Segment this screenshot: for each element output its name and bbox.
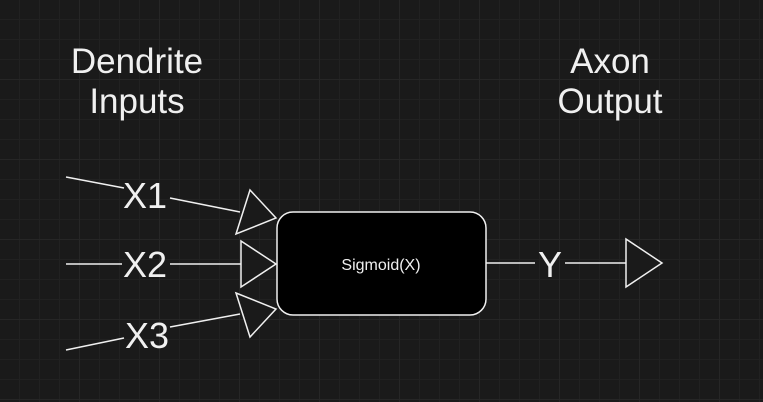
input-x1-wire-right: [169, 197, 241, 213]
output-heading-line1: Axon: [570, 42, 650, 81]
input-x3-wire-left: [65, 337, 125, 351]
input-x3-arrowhead: [234, 291, 278, 339]
input-x3-label: X3: [125, 315, 169, 356]
input-x2: X2: [66, 239, 278, 289]
output-arrowhead: [625, 237, 664, 289]
neuron-node: Sigmoid(X): [276, 211, 487, 316]
output-heading-line2: Output: [557, 82, 663, 121]
output-heading: Axon Output: [535, 42, 685, 122]
input-x1-label: X1: [123, 175, 167, 216]
input-x3-wire-right: [169, 313, 241, 328]
inputs-heading-line1: Dendrite: [70, 42, 204, 81]
input-x1-arrowhead: [234, 188, 278, 236]
input-x2-arrowhead: [240, 239, 278, 289]
input-x3: X3: [65, 291, 278, 356]
inputs-heading: Dendrite Inputs: [62, 42, 212, 122]
input-x1-wire-left: [65, 176, 125, 189]
neuron-label: Sigmoid(X): [341, 257, 420, 274]
input-x1: X1: [65, 175, 278, 236]
inputs-heading-line2: Inputs: [89, 82, 185, 121]
output-label: Y: [538, 244, 562, 285]
input-x2-label: X2: [123, 244, 167, 285]
output-y: Y: [486, 237, 664, 289]
